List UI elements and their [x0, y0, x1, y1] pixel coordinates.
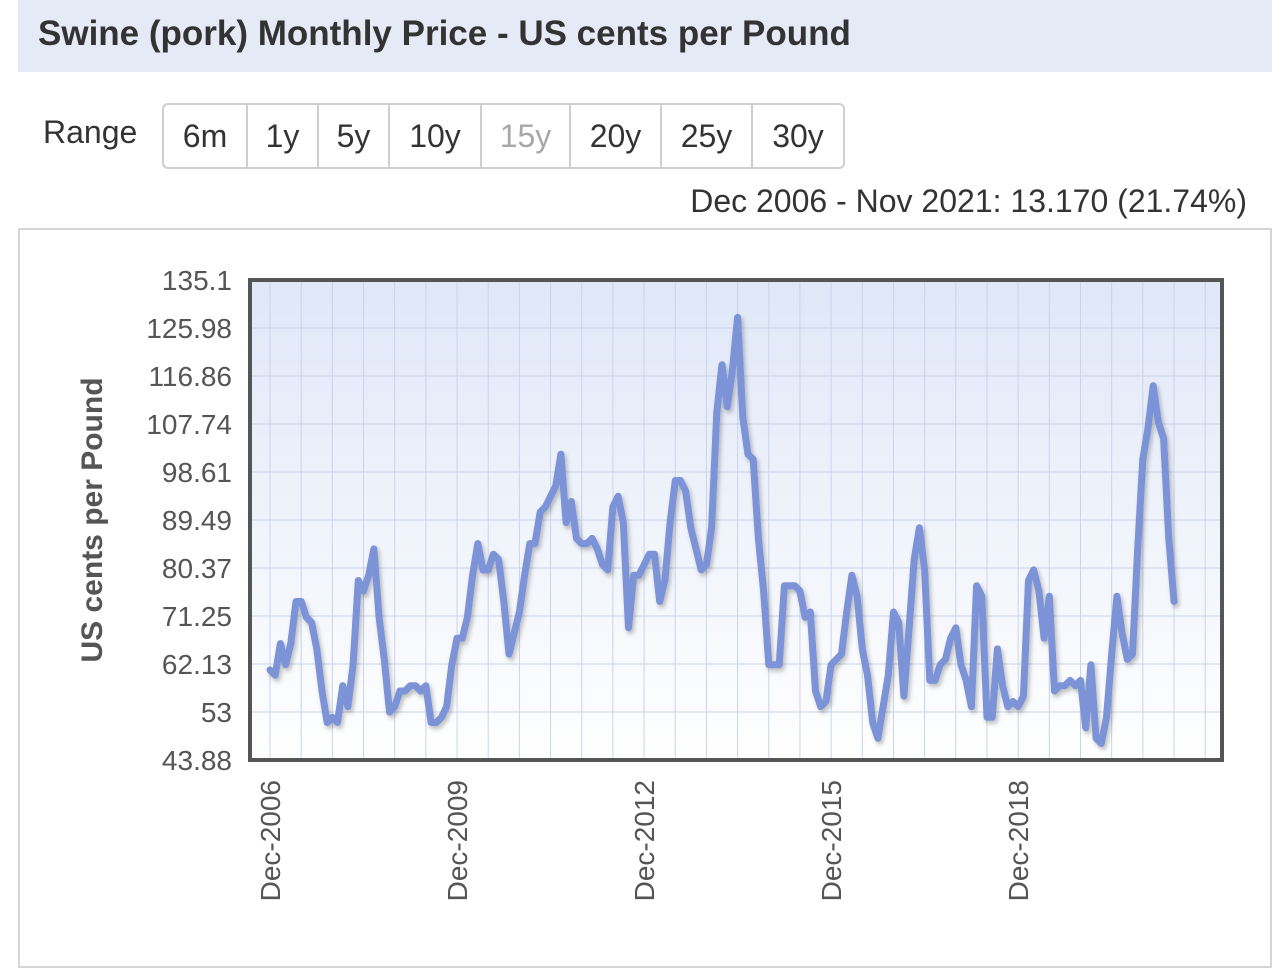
y-tick-label: 89.49 [162, 505, 232, 536]
plot-frame [248, 278, 1224, 762]
range-summary: Dec 2006 - Nov 2021: 13.170 (21.74%) [690, 183, 1247, 219]
x-tick-label: Dec-2015 [816, 780, 847, 901]
x-tick-label: Dec-2009 [442, 780, 473, 901]
y-tick-label: 116.86 [148, 361, 232, 392]
range-button-20y[interactable]: 20y [571, 105, 662, 167]
range-button-10y[interactable]: 10y [390, 105, 482, 167]
range-button-1y[interactable]: 1y [248, 105, 319, 167]
y-tick-label: 125.98 [146, 313, 232, 344]
y-tick-label: 107.74 [146, 409, 232, 440]
range-button-30y[interactable]: 30y [772, 118, 824, 154]
range-button-6m[interactable]: 6m [164, 105, 248, 167]
price-chart: 135.1 125.98 116.86 107.74 98.61 89.49 80.37 71… [76, 265, 1224, 901]
range-button-25y[interactable]: 25y [662, 105, 753, 167]
chart-frame: 135.1 125.98 116.86 107.74 98.61 89.49 80.37 71… [18, 228, 1272, 968]
y-axis-label: US cents per Pound [76, 377, 109, 662]
y-tick-label: 53 [201, 697, 232, 728]
range-button-5y[interactable]: 5y [319, 105, 390, 167]
x-tick-label: Dec-2012 [629, 780, 660, 901]
range-selector: 6m 1y 5y 10y 15y 20y 25y 30y [162, 103, 845, 169]
y-tick-label: 62.13 [162, 649, 232, 680]
y-tick-label: 98.61 [162, 457, 232, 488]
x-tick-label: Dec-2018 [1003, 780, 1034, 901]
range-button-15y: 15y [482, 105, 571, 167]
y-tick-label: 80.37 [162, 553, 232, 584]
range-label: Range [43, 114, 138, 150]
y-tick-label: 71.25 [162, 601, 232, 632]
page-title: Swine (pork) Monthly Price - US cents pe… [38, 14, 851, 53]
x-tick-label: Dec-2006 [255, 780, 286, 901]
y-tick-label: 135.1 [162, 265, 232, 296]
y-tick-label: 43.88 [162, 745, 232, 776]
title-bar: Swine (pork) Monthly Price - US cents pe… [18, 0, 1272, 72]
series-line [266, 313, 1178, 748]
